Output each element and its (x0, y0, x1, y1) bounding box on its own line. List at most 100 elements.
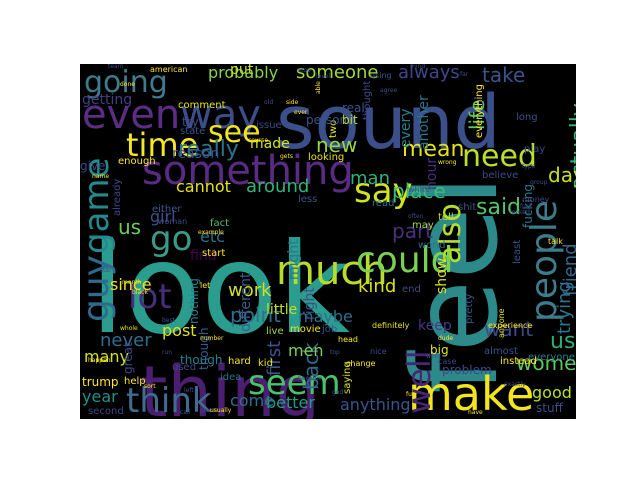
word-agree: agree (380, 87, 398, 94)
word-maybe: maybe (298, 307, 353, 326)
word-talk: talk (548, 237, 563, 246)
word-less: less (298, 194, 317, 205)
word-usually: usually (210, 407, 232, 414)
word-left: left (184, 387, 194, 394)
word-every: every (398, 108, 414, 148)
word-level: level (316, 73, 331, 80)
word-give: give (80, 159, 105, 173)
word-really: really (178, 137, 239, 162)
word-done: done (120, 81, 135, 88)
word-keep: keep (418, 318, 452, 334)
word-name: name (92, 173, 109, 180)
word-number: number (200, 335, 224, 342)
word-someone: someone (296, 64, 379, 83)
word-without: without (575, 205, 576, 250)
word-best: best (162, 317, 176, 324)
word-word: word (426, 353, 441, 360)
word-cannot: cannot (176, 177, 231, 196)
word-made: made (250, 136, 290, 152)
word-sub: sub (100, 267, 111, 274)
word-live: live (266, 326, 284, 337)
word-case: case (438, 357, 456, 366)
word-seem: seem (248, 363, 341, 403)
word-thought: thought (362, 81, 373, 120)
word-comment: comment (178, 100, 226, 111)
word-american: american (150, 65, 188, 74)
word-stuff: stuff (536, 401, 564, 415)
word-old: old (264, 99, 273, 106)
word-everyone: everyone (528, 352, 575, 363)
word-start: start (202, 248, 225, 259)
word-say: say (354, 171, 413, 211)
word-us: us (118, 215, 141, 239)
word-another: another (416, 95, 432, 150)
word-pretty: pretty (464, 294, 475, 324)
word-girl: girl (150, 207, 176, 226)
word-since: since (110, 275, 152, 294)
word-believe: believe (482, 170, 518, 181)
word-lot: lot (128, 277, 172, 317)
word-wrong: wrong (438, 159, 457, 166)
word-little: little (266, 302, 297, 318)
word-back: back (299, 342, 323, 390)
word-use: use (550, 329, 576, 354)
word-probably: probably (208, 64, 278, 82)
word-post: post (162, 321, 197, 340)
word-well: well (400, 350, 438, 414)
word-come: come (230, 391, 274, 410)
word-problem: problem (442, 363, 492, 377)
word-need: need (462, 139, 537, 174)
word-god: god (332, 389, 343, 396)
word-change: change (346, 359, 376, 368)
word-sort: sort (144, 383, 156, 390)
word-might: might (286, 239, 302, 280)
word-type: type (522, 163, 536, 170)
word-let: let (200, 281, 210, 290)
word-time: time (126, 126, 198, 164)
word-hour: hour (424, 158, 440, 190)
word-enough: enough (118, 156, 156, 167)
word-could: could (356, 240, 454, 281)
word-bit: bit (342, 113, 358, 127)
word-mean: mean (402, 137, 464, 162)
word-anyone: anyone (497, 308, 506, 338)
word-many: many (84, 347, 129, 366)
word-right: right (302, 287, 318, 320)
word-stop: stop (298, 67, 311, 74)
word-head: head (338, 335, 358, 344)
word-fact: fact (210, 218, 229, 229)
word-side: side (286, 99, 299, 106)
word-tell: tell (438, 212, 454, 223)
word-least: least (512, 240, 523, 264)
word-point: point (230, 303, 281, 327)
word-sound: sound (276, 80, 501, 166)
word-show: show (434, 258, 450, 294)
word-top: top (330, 349, 340, 356)
word-cloud-background (80, 64, 576, 419)
word-cloud: look feelthingsoundsomethingpeoplemuchcou… (80, 64, 576, 419)
word-gets: gets (280, 153, 293, 160)
word-first: first (264, 341, 285, 376)
word-used: used (172, 362, 196, 373)
word-second: second (88, 406, 124, 417)
word-course: course (248, 137, 268, 144)
word-example: example (198, 229, 224, 236)
word-may: may (412, 220, 434, 231)
word-play: play (524, 144, 545, 155)
word-able: able (315, 81, 322, 94)
word-though: though (197, 328, 211, 370)
word-much: much (276, 248, 388, 294)
word-end: end (402, 284, 421, 295)
word-long: long (516, 112, 538, 123)
word-fun: fun (406, 391, 416, 398)
word-going: going (84, 65, 168, 100)
word-people: people (524, 200, 565, 322)
word-have: have (468, 409, 483, 416)
word-find: find (190, 248, 217, 264)
word-fuck: fuck (520, 203, 533, 210)
word-different: different (238, 272, 254, 332)
word-hard: hard (228, 356, 251, 367)
word-getting: getting (82, 92, 132, 108)
